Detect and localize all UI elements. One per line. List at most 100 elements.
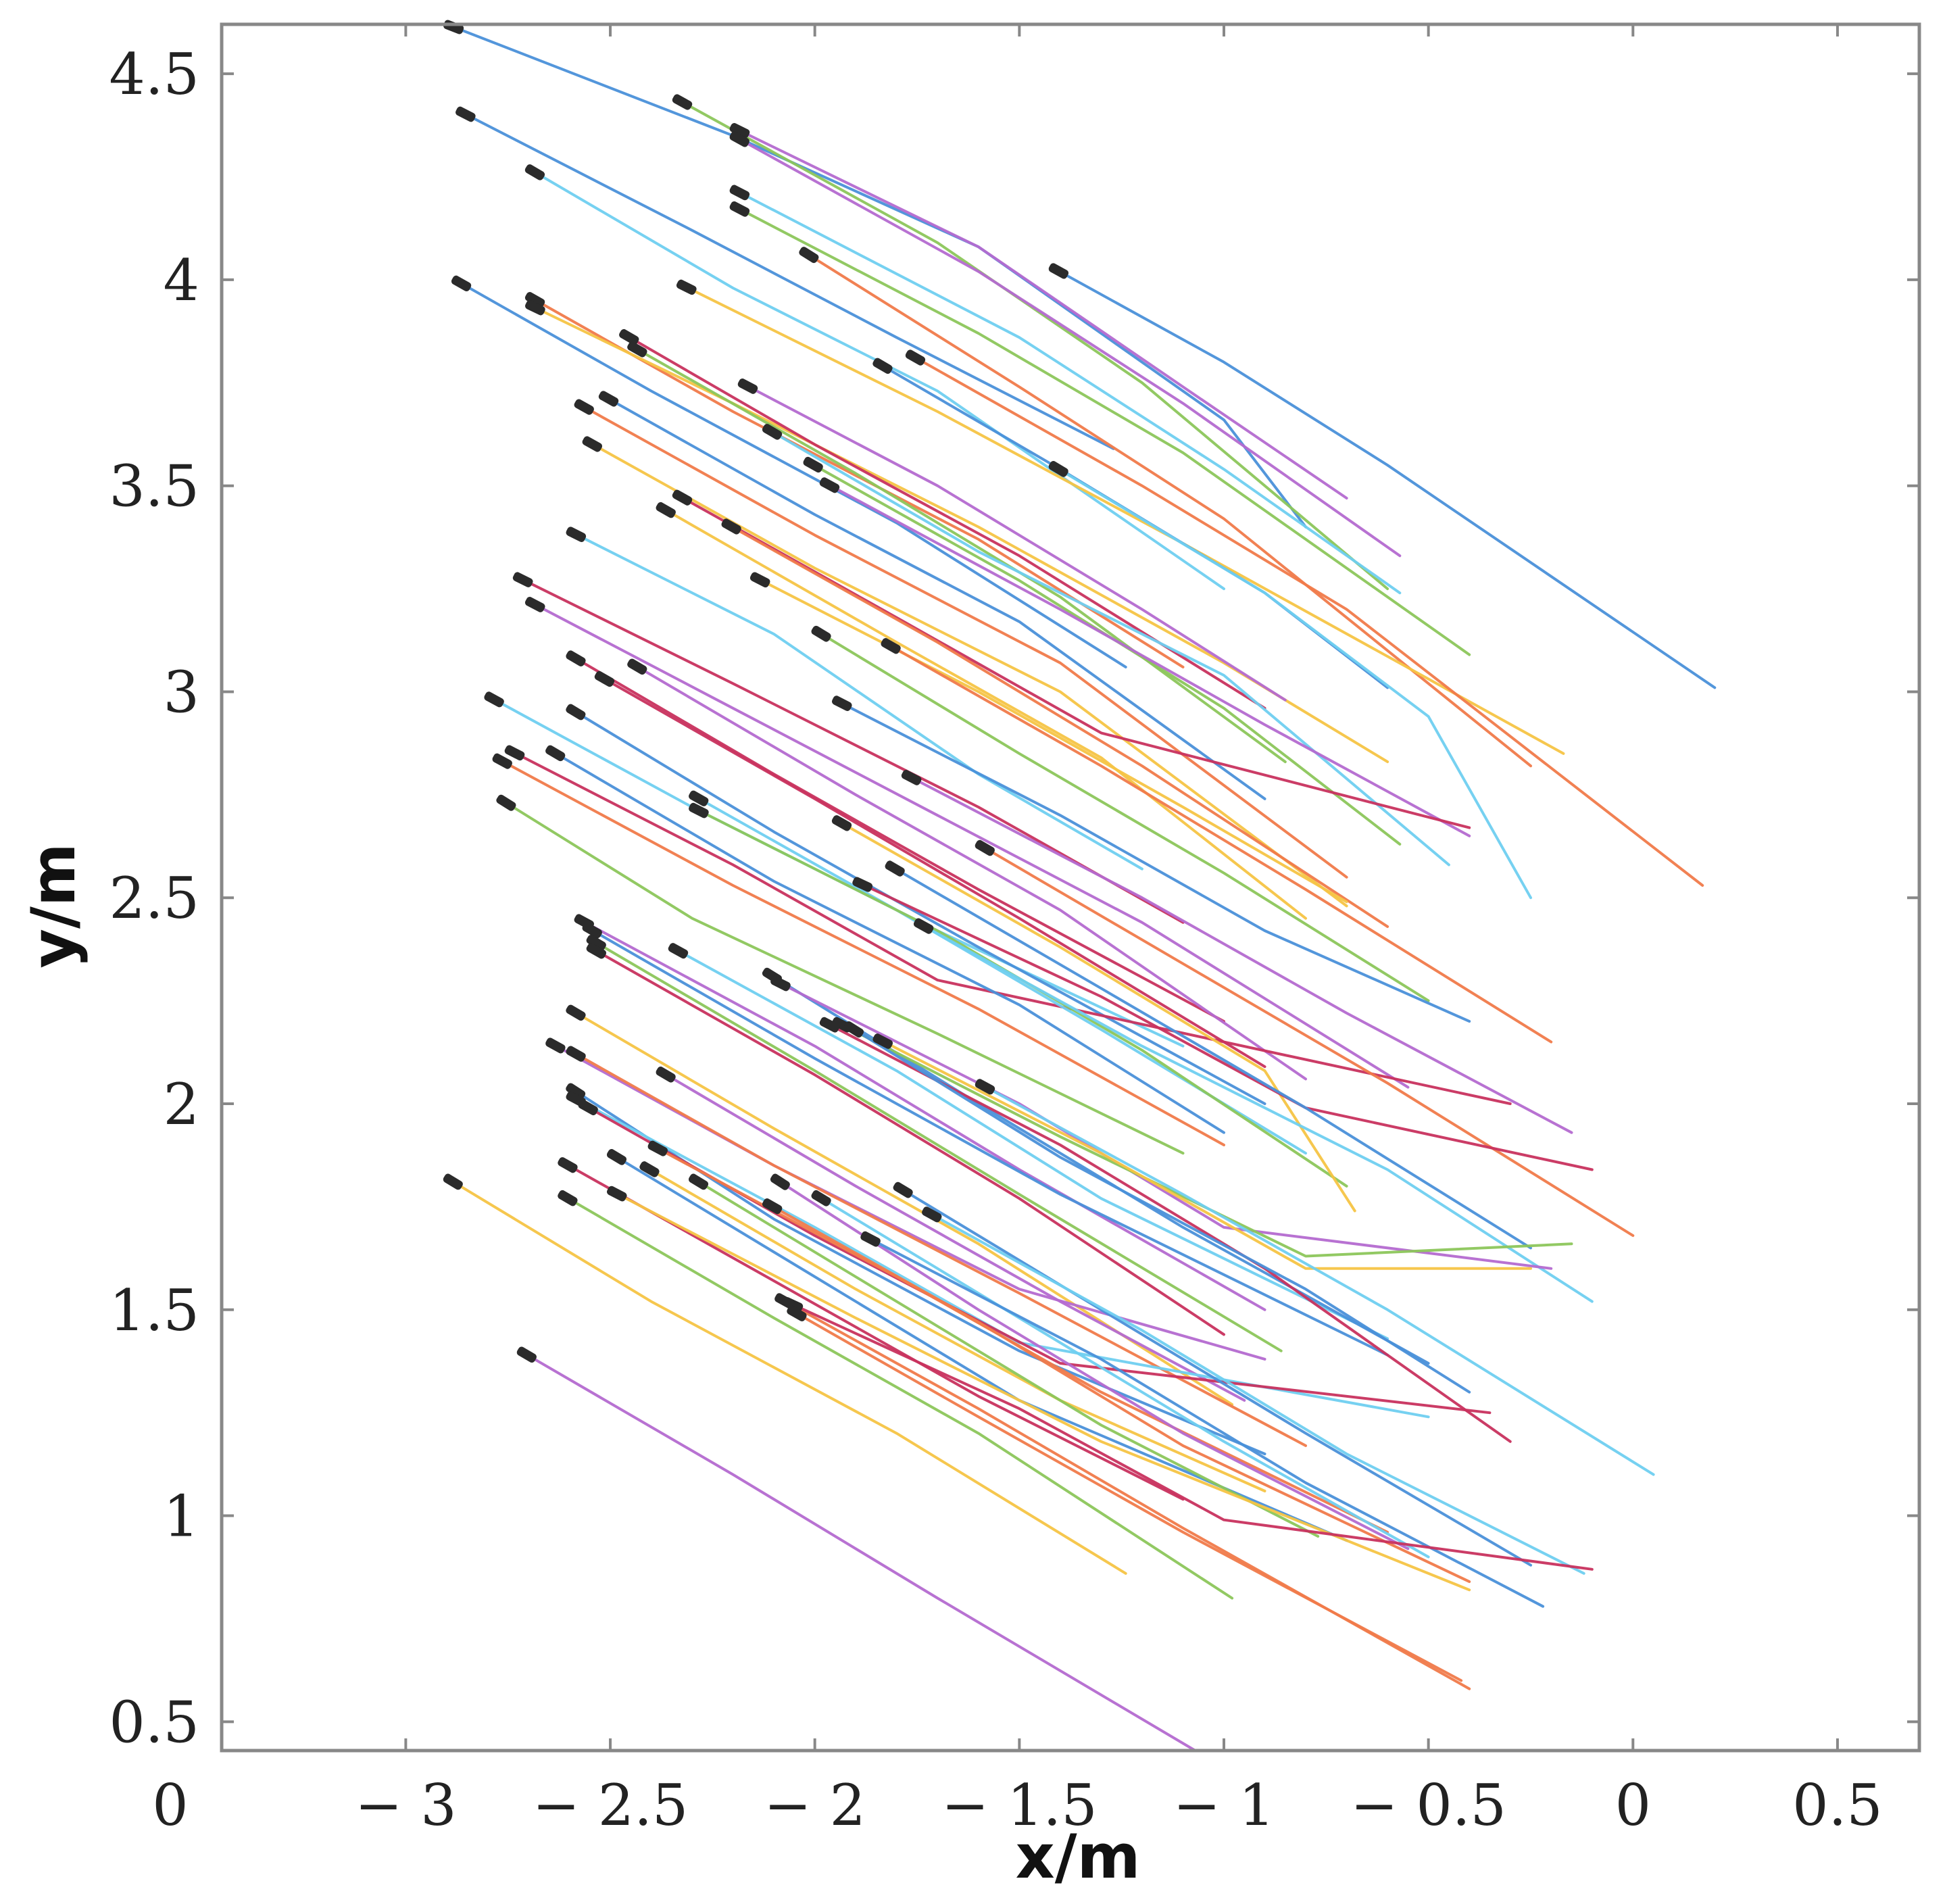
start-marker-3	[524, 164, 545, 180]
start-marker-74	[639, 1161, 660, 1177]
start-marker-26	[819, 477, 840, 493]
trajectory-line-59	[764, 971, 1430, 1365]
start-marker-85	[860, 1231, 881, 1247]
trajectory-line-15	[621, 332, 1266, 710]
trajectory-line-68	[977, 1081, 1655, 1476]
start-marker-33	[524, 597, 545, 612]
trajectory-line-6	[731, 134, 1402, 558]
start-marker-40	[566, 704, 586, 721]
start-marker-8	[729, 201, 750, 217]
trajectory-line-19	[907, 352, 1704, 887]
start-marker-42	[504, 745, 525, 761]
start-marker-11	[676, 279, 697, 295]
start-marker-9	[729, 185, 750, 201]
start-marker-32	[512, 572, 533, 587]
trajectory-line-26	[821, 480, 1471, 837]
trajectory-line-62	[875, 1036, 1532, 1270]
trajectory-line-52	[887, 863, 1532, 1250]
trajectory-line-38	[834, 698, 1471, 1023]
start-marker-62	[872, 1033, 893, 1049]
trajectory-line-5	[674, 97, 1389, 591]
start-marker-56	[668, 943, 689, 959]
start-marker-21	[574, 399, 594, 415]
start-marker-25	[803, 456, 823, 473]
start-marker-69	[656, 1067, 676, 1083]
x-tick-label-2: − 2.5	[533, 1772, 689, 1838]
start-marker-52	[885, 860, 905, 877]
trajectory-line-21	[576, 401, 1348, 879]
trajectory-line-57	[588, 937, 1283, 1352]
start-marker-12	[451, 275, 472, 292]
start-marker-44	[545, 745, 566, 762]
trajectory-line-29	[723, 521, 1389, 928]
trajectory-line-74	[641, 1164, 1266, 1492]
start-markers	[443, 20, 1069, 1363]
start-marker-41	[594, 670, 615, 687]
start-marker-37	[627, 658, 647, 675]
trajectory-line-20	[1050, 464, 1532, 900]
trajectory-line-48	[834, 818, 1356, 1213]
start-marker-64	[545, 1038, 566, 1054]
start-marker-35	[881, 638, 901, 654]
trajectory-line-82	[764, 1201, 1471, 1584]
y-tick-label-5: 2.5	[109, 865, 199, 931]
trajectory-series	[445, 23, 1717, 1752]
trajectory-line-83	[924, 1209, 1585, 1575]
origin-corner-label: 0	[152, 1772, 188, 1838]
x-tick-label-6: − 0.5	[1350, 1772, 1506, 1838]
start-marker-66	[819, 1017, 840, 1033]
start-marker-78	[770, 1173, 790, 1190]
y-tick-label-4: 2	[164, 1071, 199, 1138]
start-marker-17	[737, 379, 758, 394]
trajectory-line-56	[670, 946, 1389, 1340]
trajectory-line-88	[789, 1308, 1463, 1682]
trajectory-line-22	[600, 393, 1266, 800]
trajectory-line-54	[576, 917, 1266, 1311]
start-marker-39	[484, 691, 504, 708]
trajectory-line-30	[568, 529, 1143, 871]
start-marker-4	[729, 123, 750, 139]
start-marker-60	[770, 975, 791, 992]
start-marker-88	[787, 1305, 807, 1321]
start-marker-27	[672, 489, 693, 506]
start-marker-68	[975, 1079, 995, 1095]
start-marker-34	[811, 625, 831, 642]
start-marker-90	[516, 1346, 537, 1363]
trajectory-line-10	[801, 249, 1532, 768]
start-marker-73	[647, 1140, 668, 1156]
x-tick-label-5: − 1	[1173, 1772, 1275, 1838]
trajectory-line-16	[629, 344, 1287, 764]
trajectory-line-42	[506, 748, 1512, 1105]
start-marker-51	[852, 877, 873, 892]
start-marker-81	[893, 1181, 913, 1198]
trajectory-line-8	[731, 204, 1471, 656]
start-marker-30	[566, 527, 587, 542]
trajectory-line-50	[498, 797, 1185, 1155]
start-marker-14	[525, 300, 545, 316]
trajectory-line-41	[596, 674, 1266, 1069]
start-marker-31	[749, 572, 770, 588]
trajectory-line-4	[731, 126, 1348, 499]
trajectory-line-36	[568, 653, 1225, 1023]
trajectory-line-64	[547, 1040, 1266, 1361]
start-marker-38	[831, 695, 852, 711]
start-marker-20	[1048, 460, 1068, 477]
trajectory-line-51	[854, 879, 1594, 1171]
start-marker-15	[619, 328, 639, 345]
trajectory-line-35	[883, 641, 1553, 1044]
start-marker-29	[721, 518, 741, 535]
x-tick-label-4: − 1.5	[941, 1772, 1098, 1838]
x-tick-label-1: − 3	[355, 1772, 457, 1838]
y-tick-label-8: 4	[164, 247, 199, 314]
start-marker-2	[456, 106, 476, 122]
trajectory-line-69	[658, 1069, 1246, 1402]
trajectory-line-2	[458, 109, 1115, 450]
start-marker-10	[799, 247, 819, 264]
trajectory-line-87	[785, 1300, 1594, 1571]
y-tick-label-9: 4.5	[109, 41, 199, 107]
x-tick-label-8: 0.5	[1792, 1772, 1883, 1838]
start-marker-50	[496, 794, 516, 811]
trajectory-line-33	[527, 600, 1410, 1089]
start-marker-87	[783, 1297, 804, 1313]
